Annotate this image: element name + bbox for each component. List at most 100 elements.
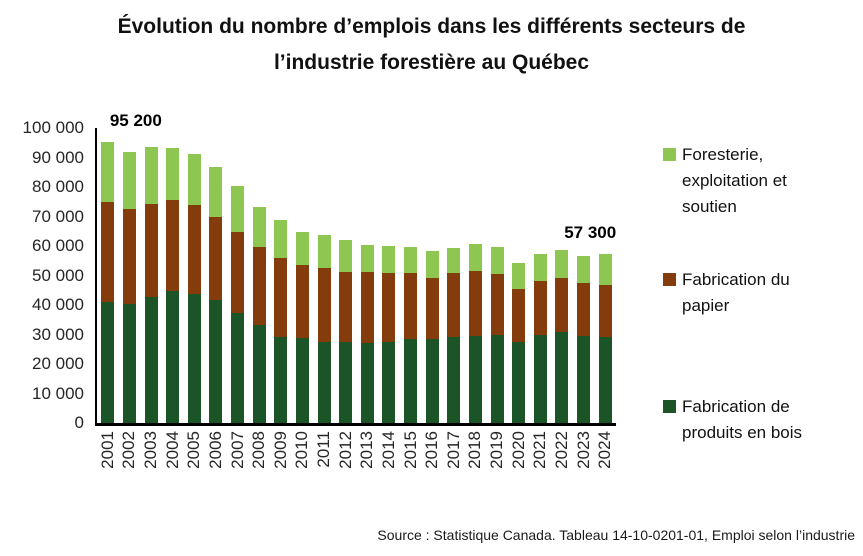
bar-segment	[274, 220, 288, 258]
bar-segment	[533, 280, 547, 336]
bar-segment	[209, 300, 223, 423]
chart-title: Évolution du nombre d’emplois dans les d…	[0, 9, 863, 81]
bar-segment	[339, 341, 353, 423]
legend-label-foresterie: Foresterie, exploitation et soutien	[682, 145, 787, 216]
bar-segment	[425, 339, 439, 423]
bar-segment	[144, 147, 158, 204]
y-tick-label: 0	[74, 413, 84, 432]
x-axis-label: 2024	[595, 431, 615, 469]
bar-segment	[187, 204, 201, 294]
bar-segment	[274, 337, 288, 423]
bar-segment	[382, 342, 396, 423]
bar-segment	[468, 243, 482, 272]
bar-segment	[166, 290, 180, 423]
bar-segment	[490, 335, 504, 423]
chart-title-line-1: Évolution du nombre d’emplois dans les d…	[117, 15, 746, 38]
bar-segment	[404, 273, 418, 340]
bar-segment	[404, 339, 418, 423]
bar-segment	[598, 337, 612, 423]
bar-segment	[577, 256, 591, 284]
bar-segment	[447, 272, 461, 338]
bar-segment	[512, 342, 526, 423]
x-axis-label: 2004	[162, 431, 182, 469]
y-tick-label: 60 000	[32, 236, 84, 255]
bar-segment	[598, 285, 612, 338]
x-axis-label: 2010	[292, 431, 312, 469]
bar-segment	[187, 153, 201, 205]
bar-segment	[447, 337, 461, 423]
legend-label-bois: Fabrication de produits en bois	[682, 397, 803, 442]
legend-color-swatch-papier	[663, 273, 676, 286]
bar-segment	[101, 201, 115, 303]
bar-segment	[512, 262, 526, 290]
bar-value-label: 95 200	[109, 111, 162, 131]
bar-segment	[598, 253, 612, 286]
chart-title-line-2: l’industrie forestière au Québec	[273, 51, 590, 74]
x-axis-label: 2002	[119, 431, 139, 469]
x-axis-label: 2009	[270, 431, 290, 469]
bar-segment	[577, 283, 591, 336]
bar-segment	[339, 240, 353, 272]
legend-color-swatch-bois	[663, 400, 676, 413]
y-tick-label: 30 000	[32, 324, 84, 344]
bar-segment	[144, 203, 158, 297]
x-axis-label: 2014	[378, 431, 398, 469]
bar-segment	[295, 265, 309, 339]
bar-segment	[490, 274, 504, 336]
bar-segment	[166, 200, 180, 291]
x-axis-label: 2018	[465, 431, 485, 469]
bar-segment	[555, 250, 569, 278]
bar-segment	[468, 335, 482, 423]
bar-segment	[533, 335, 547, 423]
y-tick-label: 90 000	[32, 147, 84, 167]
bar-segment	[512, 289, 526, 343]
bar-segment	[317, 267, 331, 343]
bar-segment	[490, 247, 504, 275]
bar-segment	[317, 235, 331, 268]
bar-segment	[144, 296, 158, 423]
y-tick-label: 80 000	[32, 177, 84, 196]
bar-segment	[317, 342, 331, 423]
legend: Foresterie, exploitation et soutien Fabr…	[663, 0, 863, 480]
bar-segment	[404, 246, 418, 274]
bar-segment	[252, 206, 266, 248]
y-tick-label: 10 000	[32, 383, 84, 403]
bar-segment	[122, 209, 136, 304]
y-axis-labels: 100 000 90 000 80 000 70 000 60 000 50 000 40 …	[0, 118, 84, 432]
y-tick-label: 40 000	[32, 295, 84, 314]
legend-item-papier: Fabrication du papier	[663, 267, 832, 319]
x-axis-label: 2020	[508, 431, 528, 469]
x-axis-label: 2023	[573, 431, 593, 469]
bar-segment	[555, 332, 569, 423]
bar-segment	[122, 151, 136, 210]
bar-segment	[533, 254, 547, 281]
bar-segment	[577, 335, 591, 423]
x-axis-label: 2007	[227, 431, 247, 469]
bar-segment	[274, 257, 288, 338]
x-axis-label: 2021	[530, 431, 550, 469]
bar-segment	[360, 244, 374, 272]
source-note: Source : Statistique Canada. Tableau 14-…	[377, 527, 855, 543]
bar-segment	[209, 166, 223, 218]
legend-label-papier: Fabrication du papier	[682, 270, 790, 315]
bar-segment	[231, 185, 245, 233]
y-tick-label: 70 000	[32, 206, 84, 226]
bar-segment	[382, 246, 396, 274]
x-axis-label: 2015	[400, 431, 420, 469]
bar-segment	[122, 303, 136, 423]
bar-segment	[231, 232, 245, 313]
x-axis-label: 2012	[335, 431, 355, 469]
bar-segment	[166, 148, 180, 201]
legend-color-swatch-foresterie	[663, 148, 676, 161]
bar-segment	[101, 142, 115, 202]
bar-segment	[468, 271, 482, 336]
legend-item-foresterie: Foresterie, exploitation et soutien	[663, 142, 832, 220]
plot-area: 2001 2002 2003 2004 2005 2006 2007 2008 2009 2010…	[95, 111, 616, 469]
y-tick-label: 20 000	[32, 354, 84, 373]
bar-segment	[252, 247, 266, 326]
x-axis-label: 2019	[487, 431, 507, 469]
x-axis-label: 2017	[443, 431, 463, 469]
y-tick-label: 50 000	[32, 265, 84, 285]
bar-segment	[231, 312, 245, 423]
bar-segment	[295, 231, 309, 266]
